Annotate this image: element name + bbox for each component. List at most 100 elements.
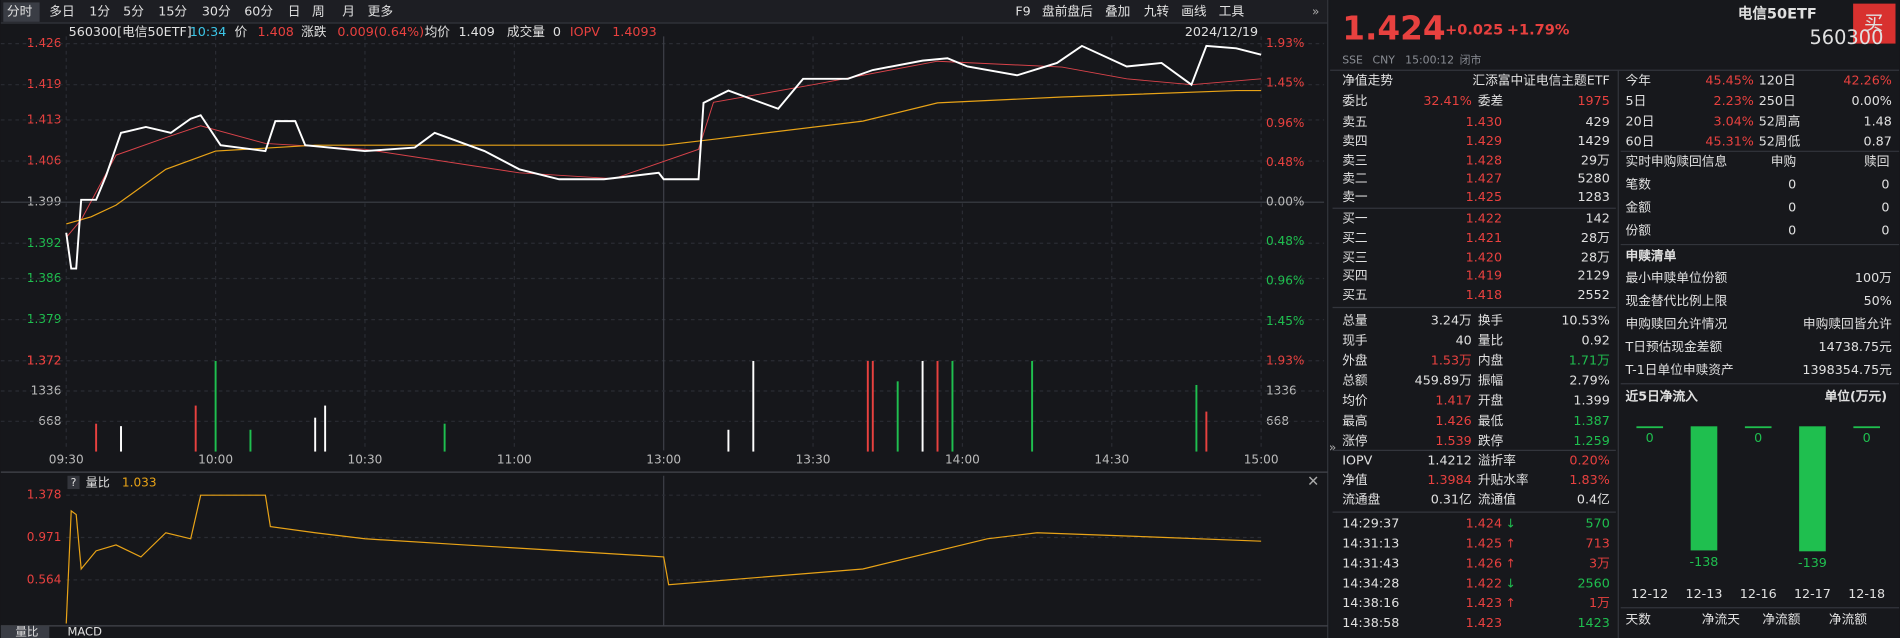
stat-value: 42.26% [1843, 73, 1891, 88]
footer-label: 天数 [1626, 611, 1652, 626]
cell: T-1日单位申赎资产 [1625, 362, 1734, 377]
tab[interactable]: 60分 [244, 4, 273, 19]
label: 1975 [1577, 93, 1609, 108]
tab[interactable]: 多日 [49, 4, 74, 19]
trade-volume: 2560 [1577, 575, 1609, 590]
section-title: 近5日净流入 [1626, 389, 1699, 404]
stat-label: 总额 [1342, 373, 1368, 388]
x-tick-label: 15:00 [1244, 453, 1279, 467]
stat-label: 52周低 [1759, 134, 1801, 149]
volume-bar [1195, 384, 1198, 452]
level-price: 1.419 [1466, 268, 1502, 283]
y-tick-label: 1.426 [27, 36, 62, 50]
cell: 0 [1881, 200, 1889, 215]
x-tick-label: 10:00 [198, 453, 233, 467]
tab[interactable]: 分时 [7, 4, 33, 19]
quote-info: 闭市 [1460, 53, 1482, 67]
tab[interactable]: 30分 [202, 4, 231, 19]
category-label: 12-13 [1686, 586, 1723, 601]
level-volume: 2552 [1577, 287, 1609, 302]
tab[interactable]: 15分 [158, 4, 187, 19]
category-label: 12-18 [1848, 586, 1885, 601]
tab-selected[interactable] [0, 625, 50, 638]
cell: 申购赎回皆允许 [1803, 316, 1892, 331]
stat-value: 0.87 [1864, 134, 1892, 149]
volume-bar [120, 426, 122, 452]
category-label: 12-12 [1631, 586, 1668, 601]
header-field: 0.009(0.64%) [337, 24, 424, 39]
stat-label: 振幅 [1478, 373, 1504, 388]
trade-volume: 570 [1586, 516, 1610, 531]
y-tick-label: 1.406 [27, 154, 62, 168]
trade-arrow: ↓ [1506, 576, 1516, 590]
tool[interactable]: 叠加 [1105, 4, 1130, 19]
volume-bar [866, 360, 869, 452]
stat-value: 0.4亿 [1577, 491, 1610, 506]
collapse-icon[interactable]: » [1329, 440, 1336, 454]
cell: 0 [1881, 223, 1889, 238]
header-field: 560300[电信50ETF] [69, 24, 192, 39]
tool[interactable]: 工具 [1219, 4, 1245, 19]
stat-label: 今年 [1626, 73, 1652, 88]
trade-time: 14:31:43 [1342, 555, 1399, 570]
volume-bar [921, 360, 924, 452]
header-field: 1.408 [258, 24, 294, 39]
tab[interactable]: 更多 [368, 4, 393, 19]
stat-value: 1.539 [1435, 433, 1471, 448]
fund-name: 汇添富中证电信主题ETF [1472, 73, 1609, 88]
stat-label: 跌停 [1478, 433, 1504, 448]
pct-tick-label: 1.45% [1266, 76, 1304, 90]
inflow-bar [1853, 426, 1881, 429]
tab[interactable]: 1分 [89, 4, 110, 19]
category-label: 12-16 [1740, 586, 1777, 601]
buy-button[interactable] [1853, 3, 1896, 44]
cell: 0 [1788, 200, 1796, 215]
level-label: 卖三 [1342, 153, 1367, 168]
expand-icon[interactable]: » [1312, 5, 1319, 19]
tab[interactable]: 5分 [123, 4, 144, 19]
close-icon[interactable]: ✕ [1307, 474, 1319, 490]
ratio-line [65, 494, 1262, 624]
trade-time: 14:29:37 [1342, 516, 1399, 531]
cell: T日预估现金差额 [1625, 339, 1723, 354]
tool[interactable]: 九转 [1144, 4, 1170, 19]
x-tick-label: 09:30 [49, 453, 84, 467]
tab[interactable]: 日 [288, 4, 301, 19]
x-tick-label: 10:30 [348, 453, 383, 467]
y-tick-label: 1.419 [27, 77, 62, 91]
trade-price: 1.426 [1466, 555, 1502, 570]
column-header: 申购 [1771, 154, 1796, 169]
volume-bar [249, 429, 252, 452]
trade-time: 14:38:58 [1342, 615, 1399, 630]
stat-label: 最低 [1478, 413, 1504, 428]
tab[interactable]: 月 [342, 4, 355, 19]
date: 2024/12/19 [1185, 24, 1258, 39]
trade-volume: 3万 [1589, 555, 1610, 570]
help-label[interactable]: ? [71, 476, 77, 489]
header-field: 1.409 [458, 24, 494, 39]
y-tick-label: 0.564 [27, 572, 62, 586]
stat-value: 1.426 [1435, 413, 1471, 428]
level-price: 1.427 [1466, 171, 1502, 186]
tab-selected[interactable] [3, 2, 40, 22]
pct-tick-label: 0.48% [1266, 234, 1304, 248]
cell: 0 [1881, 177, 1889, 192]
tool[interactable]: F9 [1015, 4, 1030, 19]
trade-arrow: ↑ [1506, 556, 1516, 570]
trade-price: 1.425 [1466, 536, 1502, 551]
tool[interactable]: 盘前盘后 [1042, 4, 1093, 19]
tab[interactable]: 量比 [15, 624, 38, 638]
buy-label[interactable]: 买 [1864, 12, 1883, 35]
header-field: IOPV [570, 24, 600, 39]
category-label: 12-17 [1794, 586, 1831, 601]
tab[interactable]: MACD [67, 624, 102, 638]
level-label: 买五 [1342, 287, 1368, 302]
tool[interactable]: 画线 [1181, 4, 1207, 19]
trade-time: 14:31:13 [1342, 536, 1399, 551]
stat-value: 0.92 [1581, 332, 1609, 347]
tab[interactable]: 周 [312, 4, 325, 19]
help-icon[interactable] [67, 475, 80, 490]
level-label: 买四 [1342, 268, 1367, 283]
stat-label: 溢折率 [1478, 453, 1516, 468]
